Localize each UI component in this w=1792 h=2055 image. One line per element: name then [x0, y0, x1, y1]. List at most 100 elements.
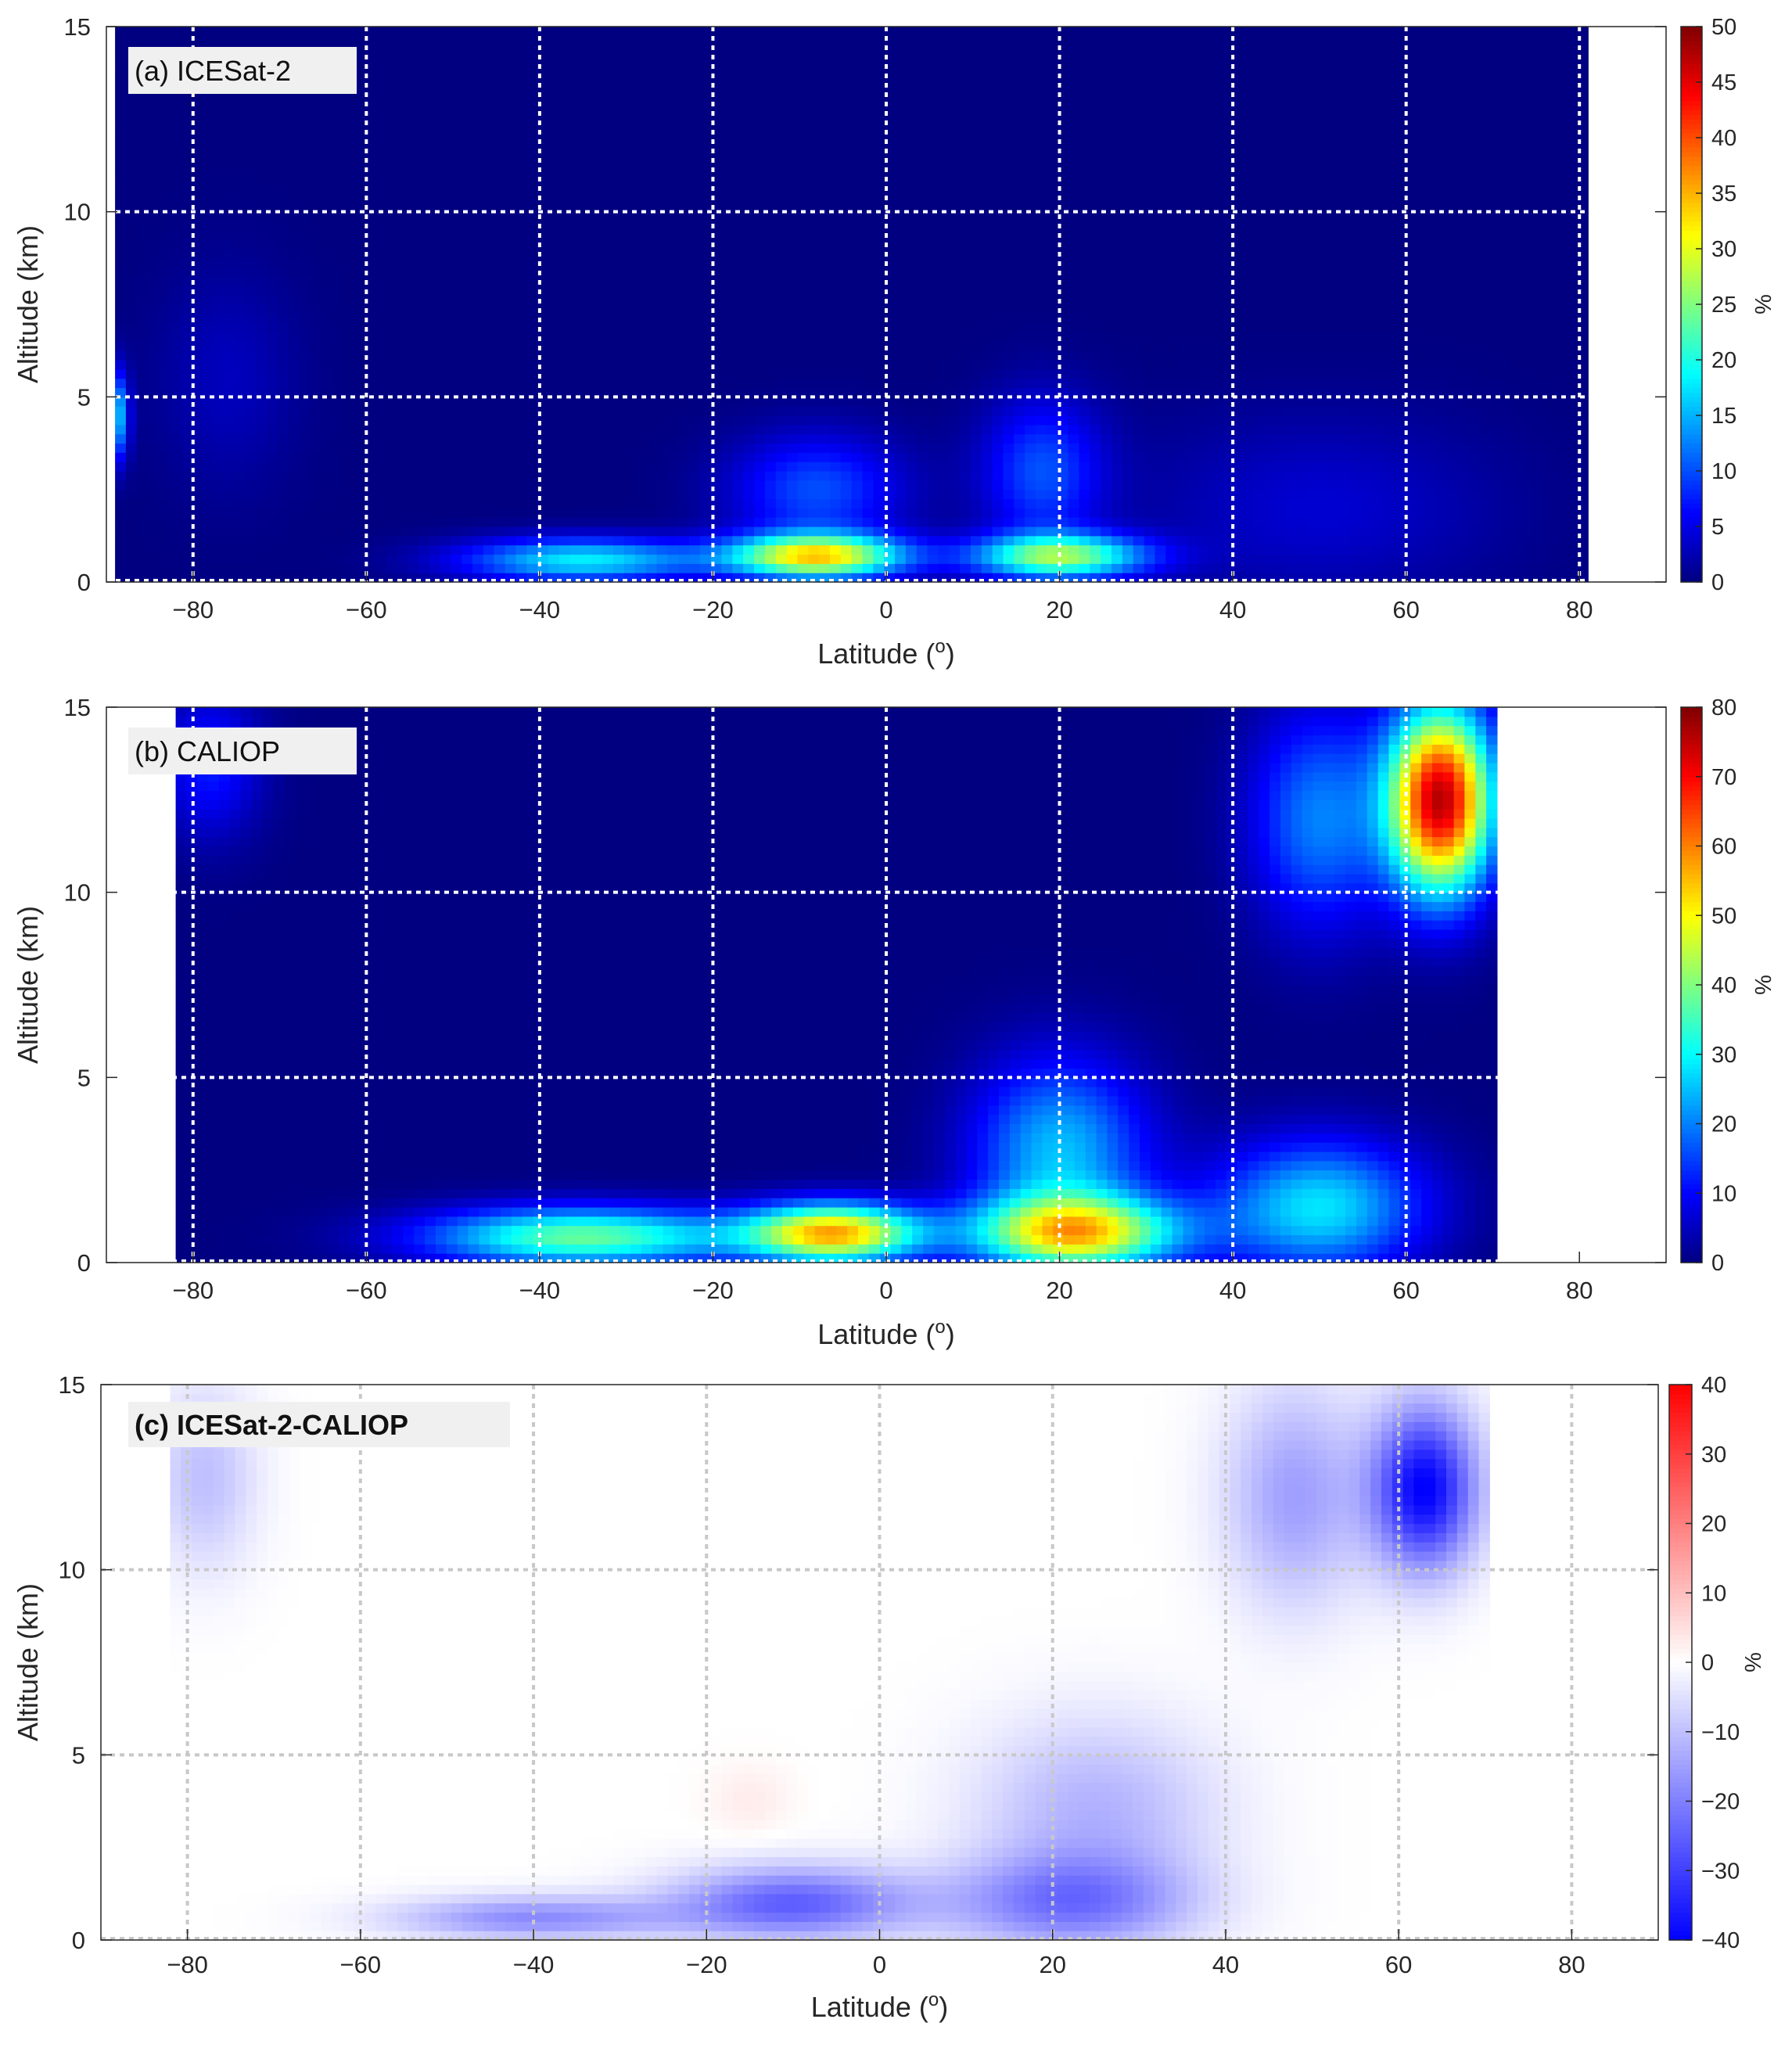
heatmap-cell: [169, 350, 181, 361]
heatmap-cell: [667, 35, 679, 46]
heatmap-cell: [851, 313, 864, 324]
heatmap-cell: [223, 341, 235, 351]
heatmap-cell: [971, 165, 982, 175]
heatmap-cell: [505, 322, 516, 333]
heatmap-cell: [786, 480, 798, 490]
heatmap-cell: [353, 202, 365, 213]
heatmap-cell: [266, 341, 278, 351]
heatmap-cell: [754, 119, 766, 129]
heatmap-cell: [602, 221, 614, 231]
heatmap-cell: [451, 573, 462, 583]
heatmap-cell: [797, 221, 809, 231]
heatmap-cell: [895, 221, 907, 231]
heatmap-cell: [743, 517, 755, 527]
heatmap-cell: [808, 45, 820, 56]
heatmap-cell: [397, 165, 408, 175]
heatmap-cell: [960, 350, 971, 361]
heatmap-cell: [699, 526, 712, 537]
heatmap-cell: [115, 128, 127, 138]
heatmap-cell: [483, 193, 495, 203]
heatmap-cell: [786, 156, 798, 167]
heatmap-cell: [397, 230, 408, 240]
heatmap-cell: [808, 471, 820, 481]
heatmap-cell: [494, 433, 506, 444]
heatmap-cell: [689, 174, 701, 185]
heatmap-cell: [408, 360, 419, 370]
heatmap-cell: [548, 443, 560, 453]
heatmap-cell: [310, 249, 321, 259]
heatmap-cell: [613, 63, 625, 74]
heatmap-cell: [623, 27, 636, 37]
heatmap-cell: [754, 341, 766, 351]
heatmap-cell: [515, 415, 527, 426]
heatmap-cell: [732, 443, 744, 453]
heatmap-cell: [808, 27, 820, 37]
heatmap-cell: [169, 165, 181, 175]
heatmap-cell: [299, 424, 311, 435]
heatmap-cell: [938, 573, 950, 583]
heatmap-cell: [754, 249, 766, 259]
heatmap-cell: [266, 517, 278, 527]
heatmap-cell: [451, 424, 462, 435]
heatmap-cell: [201, 471, 214, 481]
heatmap-cell: [505, 128, 516, 138]
heatmap-cell: [440, 313, 451, 324]
heatmap-cell: [830, 230, 842, 240]
heatmap-cell: [895, 119, 907, 129]
heatmap-cell: [830, 341, 842, 351]
heatmap-cell: [667, 304, 679, 314]
heatmap-cell: [775, 100, 788, 111]
heatmap-cell: [689, 128, 701, 138]
heatmap-cell: [743, 397, 755, 407]
heatmap-cell: [201, 313, 214, 324]
heatmap-cell: [699, 267, 712, 278]
heatmap-cell: [754, 424, 766, 435]
heatmap-cell: [440, 350, 451, 361]
heatmap-cell: [992, 267, 1004, 278]
heatmap-cell: [558, 119, 571, 129]
heatmap-cell: [667, 471, 679, 481]
heatmap-cell: [927, 563, 939, 573]
heatmap-cell: [418, 517, 430, 527]
heatmap-cell: [180, 544, 192, 555]
heatmap-cell: [678, 406, 690, 416]
heatmap-cell: [927, 452, 939, 462]
heatmap-cell: [689, 249, 701, 259]
heatmap-cell: [938, 100, 950, 111]
heatmap-cell: [1003, 322, 1015, 333]
heatmap-cell: [548, 257, 560, 268]
heatmap-cell: [743, 415, 755, 426]
heatmap-cell: [277, 239, 289, 250]
heatmap-cell: [505, 54, 516, 64]
heatmap-cell: [775, 257, 788, 268]
heatmap-cell: [483, 165, 495, 175]
heatmap-cell: [851, 193, 864, 203]
heatmap-cell: [310, 138, 321, 148]
heatmap-cell: [558, 471, 571, 481]
heatmap-cell: [386, 544, 397, 555]
heatmap-cell: [971, 119, 982, 129]
heatmap-cell: [721, 110, 733, 120]
heatmap-cell: [764, 397, 777, 407]
heatmap-cell: [1003, 165, 1015, 175]
heatmap-cell: [981, 368, 993, 379]
heatmap-cell: [256, 286, 268, 296]
heatmap-cell: [483, 368, 495, 379]
heatmap-cell: [451, 508, 462, 518]
heatmap-cell: [201, 286, 214, 296]
heatmap-cell: [451, 184, 462, 194]
heatmap-cell: [851, 211, 864, 222]
heatmap-cell: [494, 295, 506, 305]
heatmap-cell: [591, 202, 603, 213]
heatmap-cell: [786, 498, 798, 508]
heatmap-cell: [440, 295, 451, 305]
heatmap-cell: [667, 91, 679, 102]
heatmap-cell: [505, 341, 516, 351]
heatmap-cell: [321, 184, 332, 194]
heatmap-cell: [808, 82, 820, 92]
heatmap-cell: [754, 387, 766, 397]
heatmap-cell: [408, 415, 419, 426]
heatmap-cell: [656, 489, 668, 500]
heatmap-cell: [819, 295, 831, 305]
heatmap-cell: [873, 276, 885, 286]
